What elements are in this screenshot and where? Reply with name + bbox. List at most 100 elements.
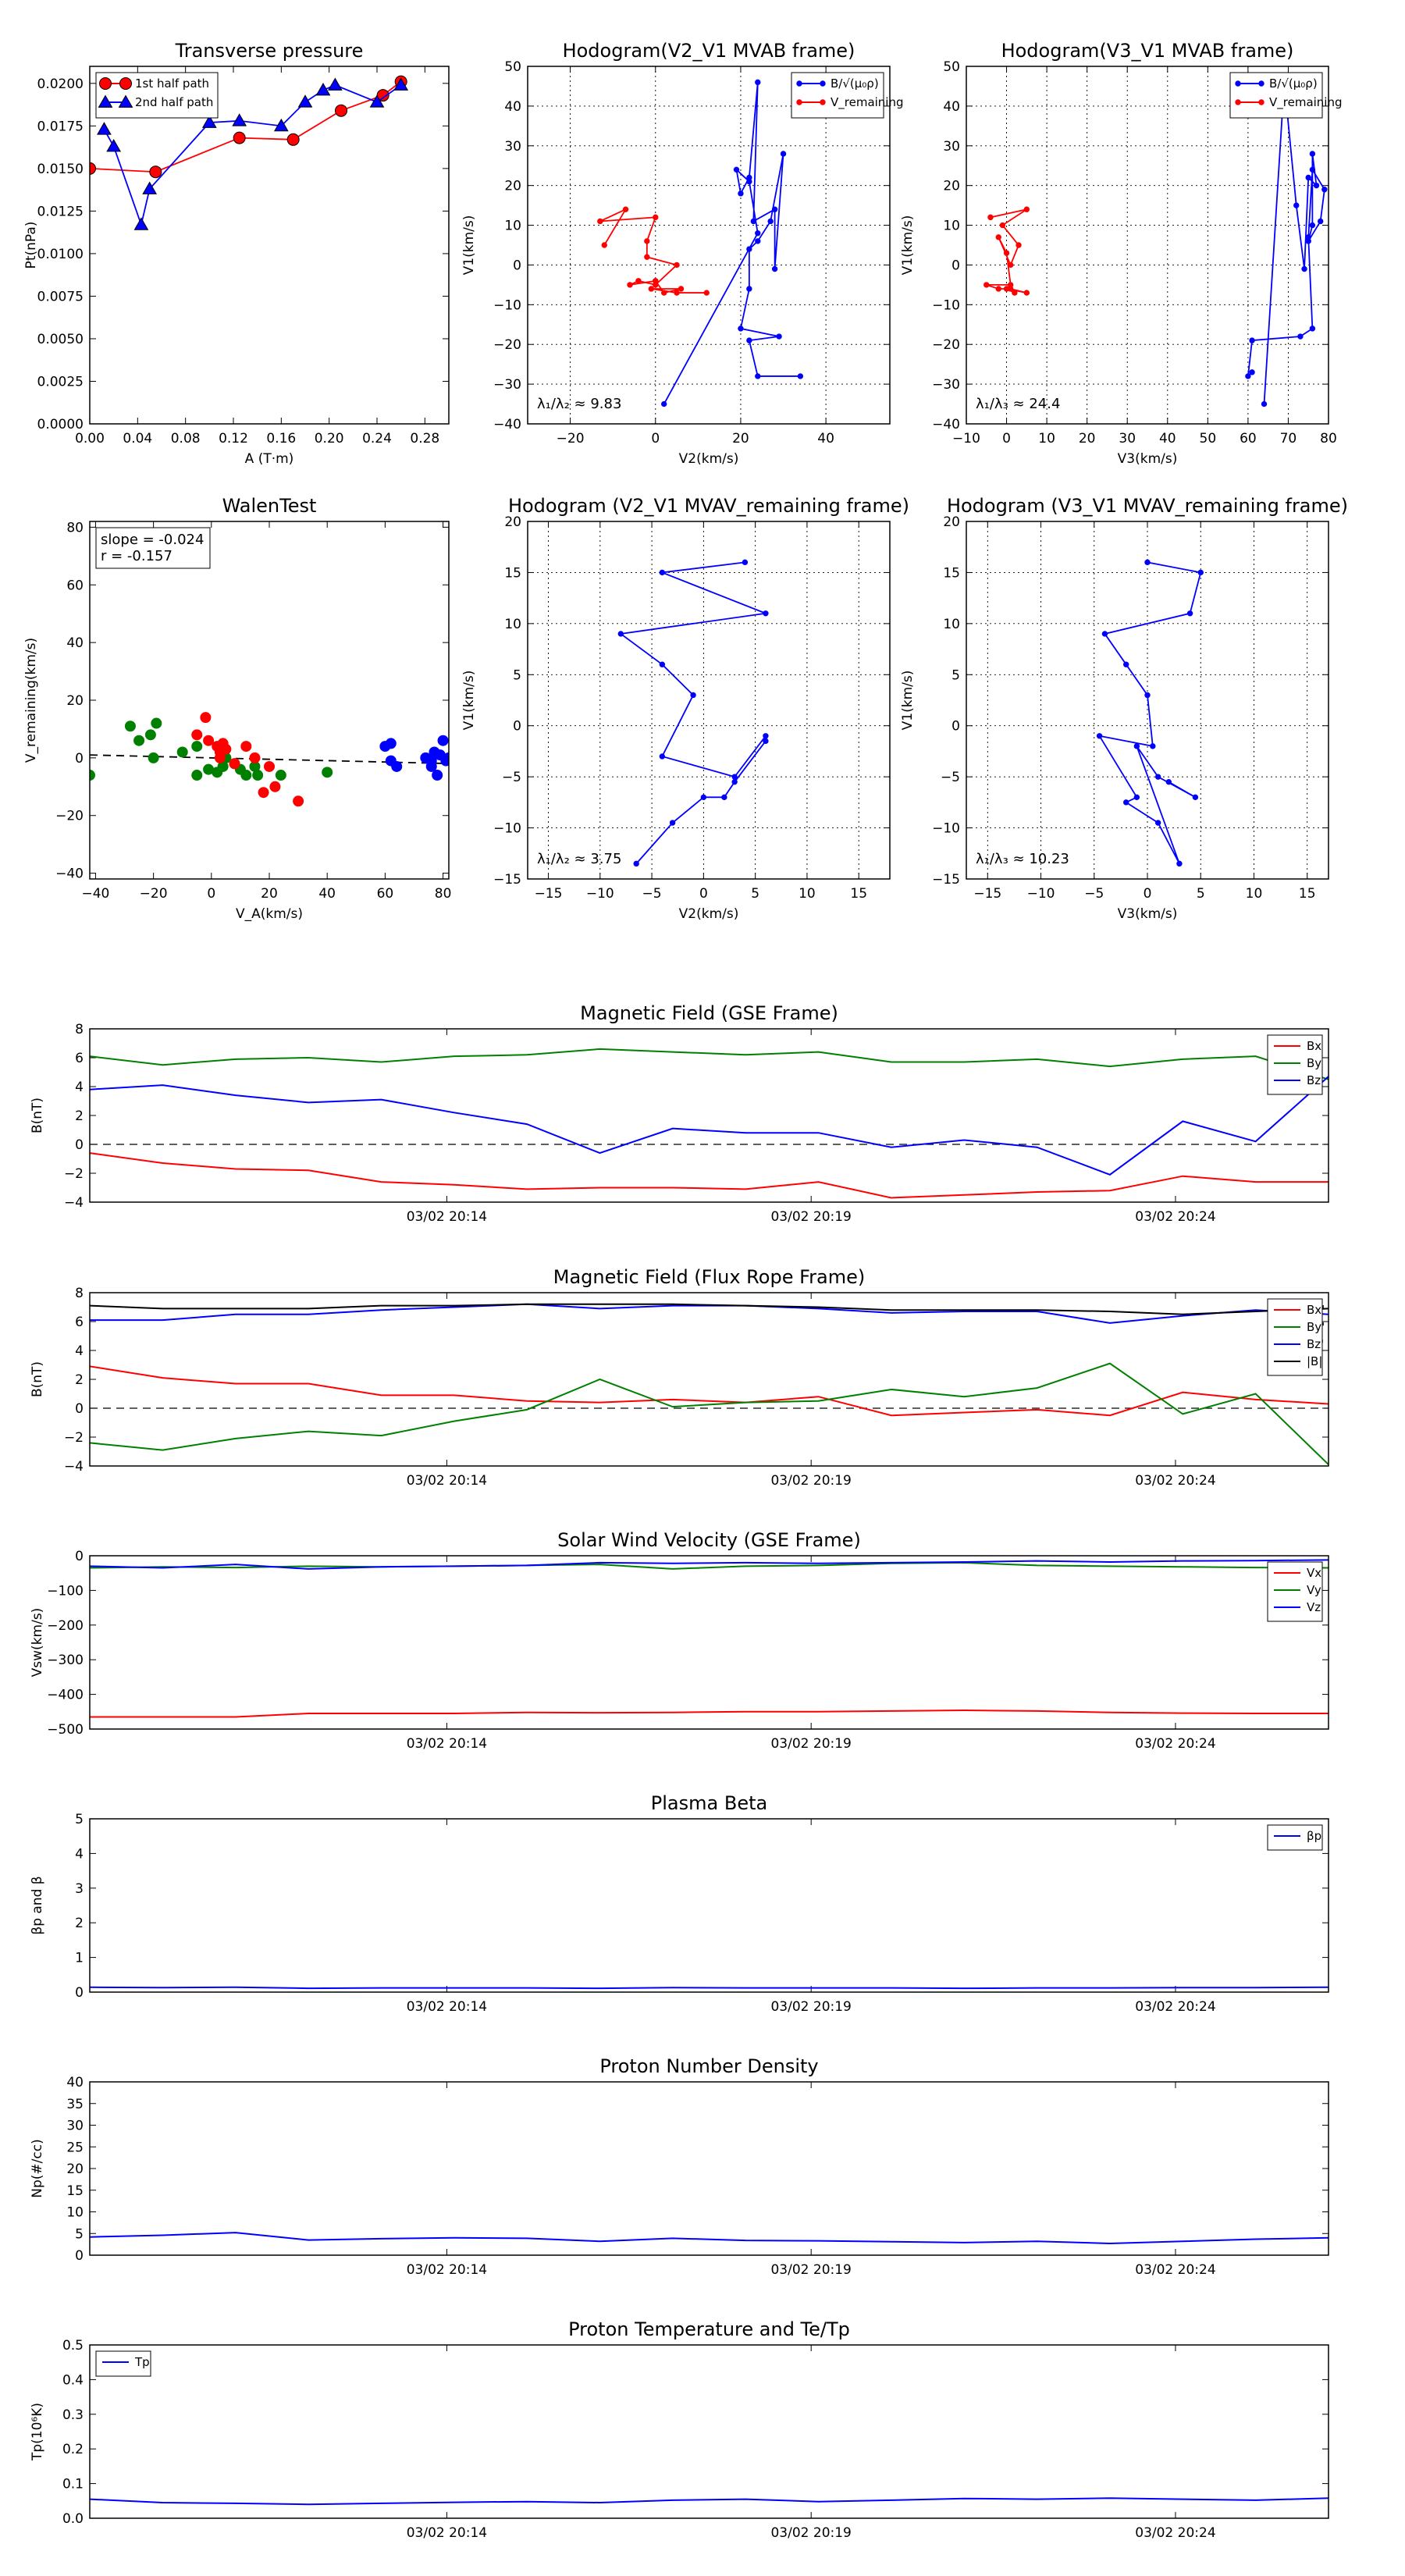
- y-tick-label: −300: [47, 1653, 84, 1668]
- y-tick-label: −2: [64, 1430, 84, 1446]
- legend-marker: [98, 94, 113, 108]
- x-tick-label: −15: [535, 886, 563, 902]
- y-tick-label: −30: [932, 377, 960, 393]
- data-point: [1309, 326, 1316, 332]
- y-tick-label: −10: [493, 297, 521, 313]
- y-axis-label: V1(km/s): [900, 671, 916, 731]
- legend-box: [1267, 1561, 1323, 1622]
- y-tick-label: 2: [75, 1916, 84, 1931]
- plot-area: [90, 712, 449, 807]
- data-point: [797, 373, 804, 379]
- x-tick-label: 03/02 20:19: [770, 1999, 851, 2015]
- x-tick-label: 60: [377, 886, 394, 902]
- data-point: [1245, 373, 1251, 379]
- data-point: [203, 735, 215, 746]
- y-tick-label: 20: [504, 179, 521, 194]
- data-point: [1293, 202, 1300, 208]
- plot-frame: [527, 521, 891, 880]
- series-vy-line: [90, 1561, 1329, 1570]
- data-point: [653, 278, 659, 284]
- data-point: [229, 758, 240, 770]
- data-point: [780, 151, 787, 157]
- x-tick-label: 0: [699, 886, 708, 902]
- y-axis-label: Vsw(km/s): [30, 1608, 45, 1678]
- data-point: [391, 760, 403, 772]
- data-point: [327, 77, 343, 91]
- y-tick-label: 0.5: [62, 2338, 84, 2354]
- x-tick-label: −5: [1084, 886, 1104, 902]
- legend-label: |B|: [1307, 1354, 1322, 1368]
- data-point: [617, 631, 624, 637]
- y-axis-label: B(nT): [30, 1361, 45, 1397]
- legend-label: Tp: [134, 2355, 150, 2369]
- legend-box: [1267, 1298, 1323, 1376]
- y-tick-label: −20: [932, 337, 960, 353]
- series-2nd-half-path-line: [103, 84, 402, 228]
- data-point: [1165, 778, 1172, 785]
- x-tick-label: 03/02 20:24: [1135, 2262, 1215, 2278]
- y-tick-label: −15: [932, 872, 960, 888]
- data-point: [755, 230, 761, 237]
- data-point: [1192, 794, 1199, 801]
- data-point: [659, 661, 666, 667]
- chart-title: Hodogram (V3_V1 MVAV_remaining frame): [947, 495, 1348, 517]
- plot-frame: [89, 66, 450, 425]
- x-axis-label: V2(km/s): [679, 906, 739, 922]
- series-bz-line: [90, 1076, 1329, 1176]
- data-point: [273, 118, 289, 132]
- chart-hodogram_v3_mvab: Hodogram(V3_V1 MVAB frame) −10 0 10 20 30 40 50…: [900, 40, 1343, 467]
- chart-mag_gse: Magnetic Field (GSE Frame) 03/02 20:14 03/…: [30, 1002, 1329, 1225]
- legend-marker: [118, 94, 133, 108]
- chart-title: Transverse pressure: [175, 40, 364, 62]
- y-tick-label: 0.1: [62, 2477, 84, 2492]
- y-tick-label: 20: [504, 514, 521, 530]
- data-point: [133, 735, 145, 746]
- data-point: [191, 729, 203, 741]
- data-point: [258, 787, 269, 799]
- x-tick-label: 20: [732, 431, 749, 447]
- data-point: [1023, 206, 1030, 212]
- legend-label: βp: [1307, 1829, 1321, 1843]
- data-point: [201, 115, 217, 128]
- chart-hodogram_v2_mvab: Hodogram(V2_V1 MVAB frame) −20 0 20 40 −40 −30…: [461, 40, 904, 467]
- y-tick-label: 5: [951, 667, 960, 683]
- data-point: [1261, 400, 1268, 407]
- data-point: [393, 77, 409, 91]
- y-tick-label: 8: [75, 1286, 84, 1301]
- series-by--line: [90, 1362, 1329, 1465]
- data-point: [776, 333, 782, 340]
- x-tick-label: 03/02 20:14: [407, 1999, 487, 2015]
- chart-mag_flux_rope: Magnetic Field (Flux Rope Frame) 03/02 20…: [30, 1266, 1329, 1489]
- x-tick-label: −10: [1027, 886, 1055, 902]
- annotation: slope = -0.024: [101, 532, 204, 548]
- data-point: [1133, 743, 1140, 749]
- data-point: [755, 79, 761, 86]
- data-point: [240, 770, 252, 781]
- data-point: [148, 752, 159, 763]
- chart-hodogram_v3_mvav: Hodogram (V3_V1 MVAV_remaining frame) −15…: [900, 495, 1348, 922]
- data-point: [1313, 182, 1320, 189]
- x-tick-label: 80: [435, 886, 452, 902]
- y-tick-label: 20: [943, 514, 960, 530]
- data-point: [1023, 290, 1030, 296]
- data-point: [315, 83, 331, 96]
- series-tp-line: [90, 2497, 1329, 2506]
- x-axis-label: V3(km/s): [1118, 451, 1178, 467]
- legend-label: Vy: [1307, 1583, 1321, 1597]
- legend: B/√(μ₀ρ) V_remaining: [1229, 72, 1343, 119]
- data-point: [1301, 265, 1307, 272]
- y-tick-label: 6: [75, 1315, 84, 1330]
- legend-marker: [1235, 99, 1241, 105]
- chart-title: Proton Temperature and Te/Tp: [568, 2318, 850, 2340]
- legend: Tp: [95, 2350, 151, 2377]
- data-point: [763, 610, 769, 617]
- data-point: [674, 290, 680, 296]
- x-tick-label: 40: [817, 431, 834, 447]
- data-point: [232, 113, 247, 126]
- plot-area: [617, 559, 769, 867]
- plot-frame: [89, 1292, 1329, 1467]
- data-point: [293, 795, 304, 807]
- plot-frame: [89, 2081, 1329, 2256]
- legend-label: V_remaining: [1269, 95, 1343, 110]
- data-point: [674, 262, 680, 269]
